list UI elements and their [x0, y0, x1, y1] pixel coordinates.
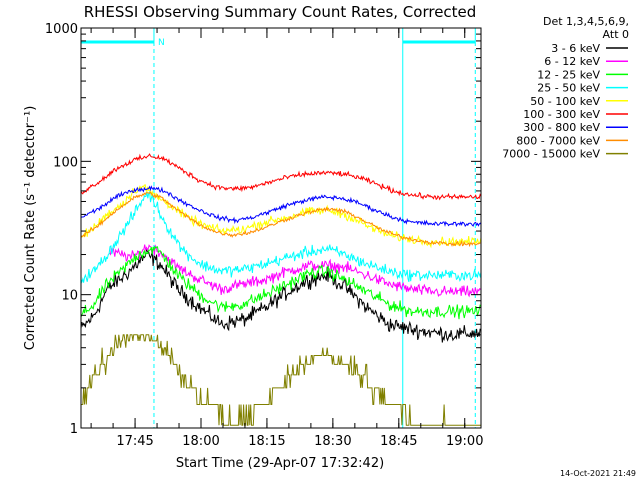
legend-header-line-1: Det 1,3,4,5,6,9, [543, 15, 629, 28]
y-tick-label: 1 [70, 422, 78, 437]
legend-label-3-6-kev: 3 - 6 keV [551, 42, 600, 55]
y-axis: 1 10 100 1000 [45, 22, 481, 437]
series-layer [80, 153, 482, 426]
x-axis-label: Start Time (29-Apr-07 17:32:42) [176, 456, 384, 471]
x-tick-label: 18:30 [314, 434, 351, 449]
y-tick-label: 100 [53, 155, 78, 170]
legend-header-line-2: Att 0 [603, 28, 629, 41]
event-annotations: N [80, 28, 476, 428]
y-tick-label: 10 [61, 289, 78, 304]
x-axis: 17:45 18:00 18:15 18:30 18:45 19:00 [90, 28, 483, 449]
series-100-300-kev [80, 153, 482, 201]
x-tick-label: 18:15 [248, 434, 285, 449]
chart-title: RHESSI Observing Summary Count Rates, Co… [84, 3, 477, 21]
x-tick-label: 17:45 [116, 434, 153, 449]
y-axis-label: Corrected Count Rate (s⁻¹ detector⁻¹) [23, 106, 38, 351]
legend-label-300-800-kev: 300 - 800 keV [523, 121, 600, 134]
x-tick-label: 18:00 [182, 434, 219, 449]
legend-label-50-100-kev: 50 - 100 keV [530, 95, 600, 108]
series-12-25-kev [80, 245, 482, 320]
series-300-800-kev [80, 185, 482, 228]
x-tick-label: 18:45 [380, 434, 417, 449]
legend-label-800-7000-kev: 800 - 7000 keV [516, 134, 600, 147]
series-800-7000-kev [80, 191, 482, 248]
footer-timestamp: 14-Oct-2021 21:49 [560, 469, 636, 478]
legend-label-12-25-kev: 12 - 25 keV [537, 68, 600, 81]
series-7000-15000-kev [81, 334, 481, 426]
series-3-6-kev [80, 247, 482, 343]
x-tick-label: 19:00 [446, 434, 483, 449]
legend-label-100-300-kev: 100 - 300 keV [523, 108, 600, 121]
legend-label-6-12-kev: 6 - 12 keV [544, 55, 600, 68]
plot-frame [80, 27, 482, 429]
y-tick-label: 1000 [45, 22, 78, 37]
legend-label-25-50-kev: 25 - 50 keV [537, 82, 600, 95]
series-50-100-kev [80, 184, 482, 249]
legend-label-7000-15000-kev: 7000 - 15000 keV [502, 148, 600, 161]
series-6-12-kev [109, 244, 481, 298]
series-25-50-kev [80, 190, 482, 284]
event-label: N [158, 38, 165, 48]
